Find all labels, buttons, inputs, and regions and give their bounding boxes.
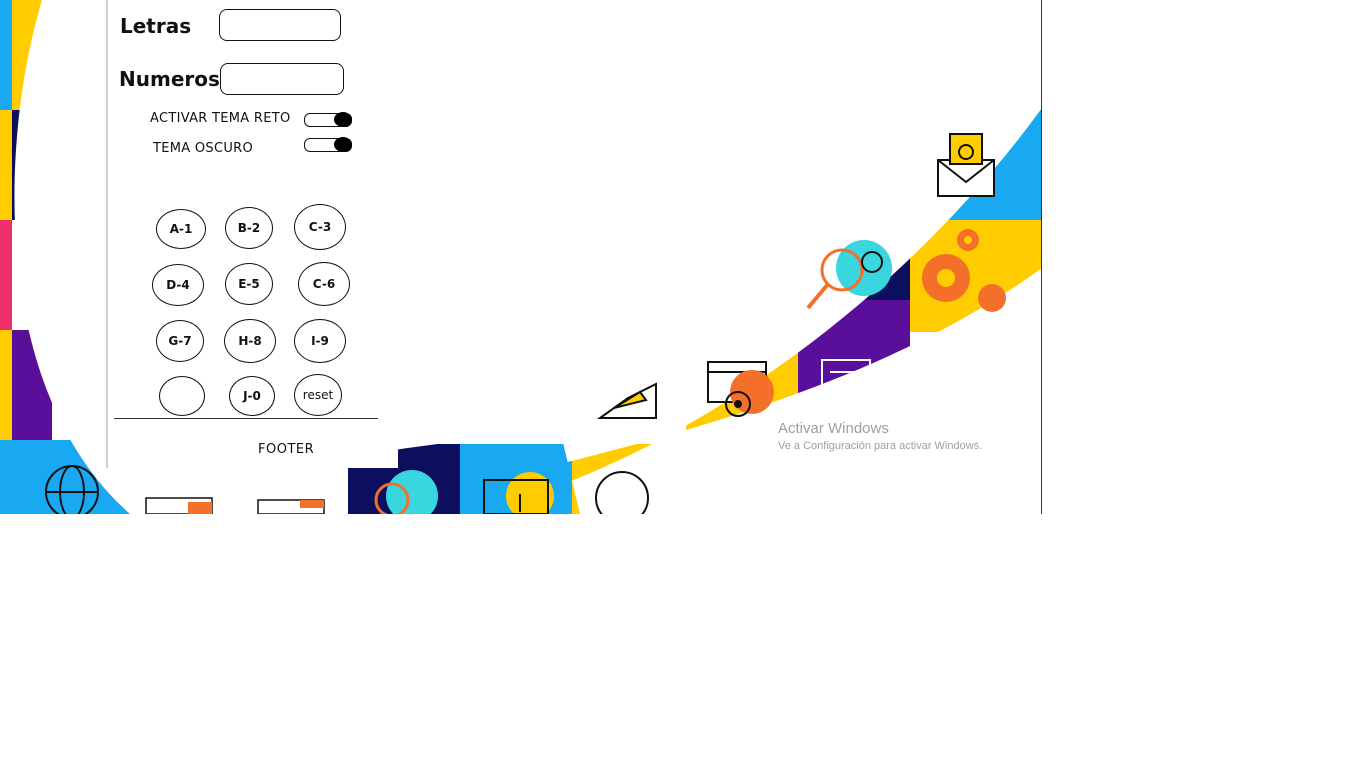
tema-reto-label: ACTIVAR TEMA RETO: [150, 111, 291, 126]
magnifier-icon-bottom: [374, 470, 438, 514]
key-d4-button[interactable]: D-4: [152, 264, 204, 306]
key-h8-button[interactable]: H-8: [224, 319, 276, 363]
key-i9-button[interactable]: I-9: [294, 319, 346, 363]
key-blank-button[interactable]: [159, 376, 205, 416]
toggle-knob: [334, 137, 352, 152]
key-g7-button[interactable]: G-7: [156, 320, 204, 362]
numeros-label: Numeros: [119, 67, 220, 91]
key-a1-button[interactable]: A-1: [156, 209, 206, 249]
control-panel: Letras Numeros ACTIVAR TEMA RETO TEMA OS…: [106, 0, 398, 468]
toggle-knob: [334, 112, 352, 127]
key-c6-button[interactable]: C-6: [298, 262, 350, 306]
gears-icon: [922, 229, 1006, 312]
email-icon: [937, 133, 995, 197]
key-c3-button[interactable]: C-3: [294, 204, 346, 250]
watermark-title: Activar Windows: [778, 420, 889, 437]
tema-reto-toggle[interactable]: [304, 112, 352, 127]
viewport-border: [1041, 0, 1042, 514]
browser-gear-icon: [707, 361, 774, 417]
numeros-input[interactable]: [220, 63, 344, 95]
magnifier-gear-icon: [806, 240, 892, 310]
footer-divider: [114, 418, 378, 419]
key-e5-button[interactable]: E-5: [225, 263, 273, 305]
app-viewport: Letras Numeros ACTIVAR TEMA RETO TEMA OS…: [0, 0, 1042, 514]
globe-icon: [45, 465, 649, 514]
document-icon: [821, 359, 871, 399]
watermark-subtitle: Ve a Configuración para activar Windows.: [778, 440, 983, 452]
background-tile-art: [0, 0, 1042, 514]
activate-windows-watermark: Activar Windows Ve a Configuración para …: [778, 420, 982, 452]
reset-button[interactable]: reset: [294, 374, 342, 416]
open-envelope-icon: [596, 382, 657, 419]
tema-oscuro-toggle[interactable]: [304, 137, 352, 152]
letras-label: Letras: [120, 14, 192, 38]
small-gear-icon: [145, 497, 325, 514]
key-j0-button[interactable]: J-0: [229, 376, 275, 416]
tema-oscuro-label: TEMA OSCURO: [153, 141, 254, 156]
key-b2-button[interactable]: B-2: [225, 207, 273, 249]
letras-input[interactable]: [219, 9, 341, 41]
footer-text: FOOTER: [258, 442, 315, 457]
upload-window-icon: [483, 472, 554, 514]
